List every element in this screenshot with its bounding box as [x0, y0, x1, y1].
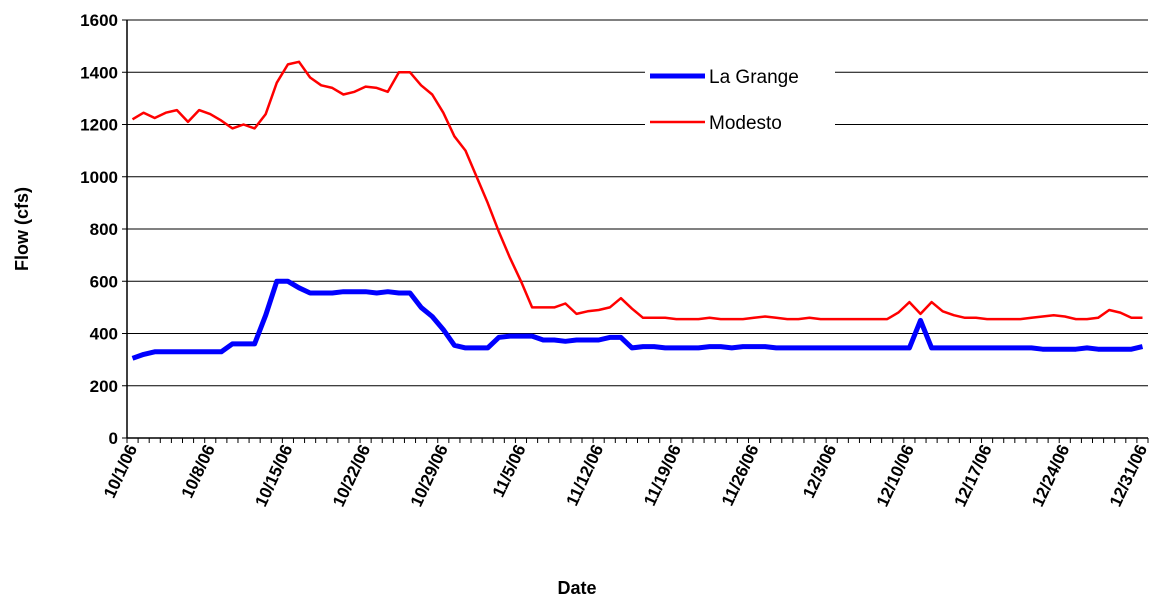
legend-label: Modesto: [709, 113, 782, 134]
x-tick-label: 11/19/06: [640, 442, 685, 509]
x-tick-label: 12/3/06: [799, 442, 840, 501]
x-tick-label: 10/1/06: [100, 442, 141, 501]
y-tick-label: 1200: [80, 116, 118, 135]
y-tick-label: 1400: [80, 63, 118, 82]
line-series: [131, 278, 1144, 361]
x-tick-label: 10/15/06: [251, 442, 296, 510]
y-tick-label: 600: [90, 272, 118, 291]
x-tick-label: 11/26/06: [718, 442, 763, 509]
y-tick-label: 1600: [80, 11, 118, 30]
x-tick-label: 12/31/06: [1106, 442, 1151, 510]
x-tick-label: 10/8/06: [178, 442, 219, 501]
legend: La Grange Modesto: [645, 60, 835, 165]
x-tick-label: 11/5/06: [489, 442, 530, 501]
y-tick-label: 400: [90, 325, 118, 344]
y-tick-label: 200: [90, 377, 118, 396]
x-tick-label: 12/10/06: [873, 442, 918, 510]
y-tick-label: 1000: [80, 168, 118, 187]
line-series: [131, 60, 1143, 321]
y-tick-label: 0: [109, 429, 118, 448]
x-tick-label: 10/29/06: [407, 442, 452, 510]
x-axis-label: Date: [557, 578, 596, 598]
legend-label: La Grange: [709, 67, 799, 88]
x-tick-label: 12/24/06: [1028, 442, 1073, 510]
x-tick-label: 12/17/06: [951, 442, 996, 510]
x-tick-label: 10/22/06: [329, 442, 374, 510]
x-tick-label: 11/12/06: [562, 442, 607, 509]
y-axis-label: Flow (cfs): [12, 187, 32, 271]
y-tick-label: 800: [90, 220, 118, 239]
